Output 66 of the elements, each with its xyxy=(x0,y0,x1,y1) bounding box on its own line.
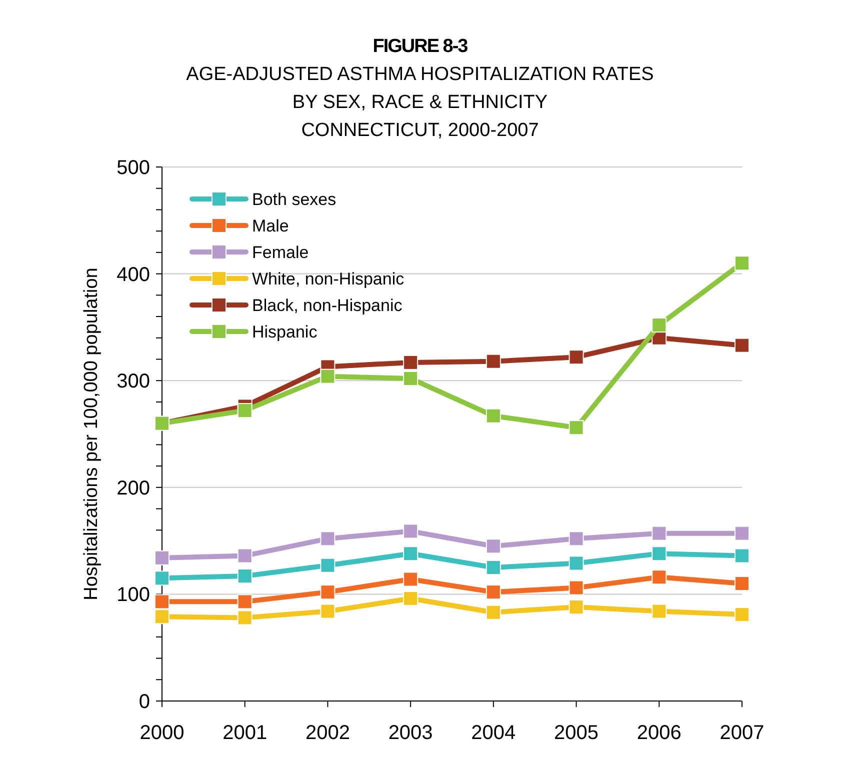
point xyxy=(320,368,336,384)
legend-label: Black, non-Hispanic xyxy=(252,296,403,315)
point xyxy=(403,572,418,587)
x-tick-label: 2006 xyxy=(636,722,682,744)
point xyxy=(237,594,252,610)
x-tick-label: 2007 xyxy=(720,722,764,744)
y-axis-title: Hospitalizations per 100,000 population xyxy=(81,268,102,600)
legend-label: Both sexes xyxy=(252,190,336,209)
point xyxy=(568,600,584,615)
x-tick-label: 2000 xyxy=(140,722,184,744)
point xyxy=(154,609,170,624)
point xyxy=(154,550,170,566)
point xyxy=(237,548,252,564)
x-tick-label: 2001 xyxy=(222,722,268,744)
legend-label: White, non-Hispanic xyxy=(252,269,405,288)
x-tick-label: 2002 xyxy=(305,722,350,744)
point xyxy=(734,548,750,564)
point xyxy=(486,584,501,600)
point xyxy=(486,560,501,575)
point xyxy=(486,408,501,424)
point xyxy=(237,403,252,418)
point xyxy=(486,354,501,369)
point xyxy=(568,580,584,596)
point xyxy=(403,590,418,606)
y-tick-label: 400 xyxy=(116,264,150,286)
point xyxy=(568,556,584,571)
point xyxy=(734,606,750,622)
y-tick-label: 300 xyxy=(116,370,150,393)
point xyxy=(403,524,418,539)
point xyxy=(486,604,501,620)
point xyxy=(320,604,336,619)
point xyxy=(237,610,252,626)
point xyxy=(652,546,667,562)
y-tick-label: 500 xyxy=(116,157,150,179)
legend-label: Female xyxy=(252,242,309,262)
point xyxy=(154,570,170,586)
point xyxy=(734,256,750,271)
x-tick-label: 2004 xyxy=(471,722,516,744)
point xyxy=(320,558,336,573)
point xyxy=(403,546,418,562)
point xyxy=(320,584,336,600)
point xyxy=(652,604,667,619)
point xyxy=(486,538,501,554)
chart-title: FIGURE 8-3 xyxy=(372,36,468,57)
x-tick-label: 2005 xyxy=(554,722,599,744)
point xyxy=(403,354,418,370)
y-tick-label: 200 xyxy=(116,477,150,500)
point xyxy=(734,576,750,592)
point xyxy=(403,370,418,386)
legend-label: Male xyxy=(252,216,289,236)
point xyxy=(652,570,667,585)
point xyxy=(652,318,667,333)
point xyxy=(652,526,667,541)
point xyxy=(568,350,584,365)
point xyxy=(568,531,584,546)
point xyxy=(237,568,252,584)
point xyxy=(734,338,750,353)
point xyxy=(568,420,584,436)
point xyxy=(154,594,170,610)
chart-subtitle: AGE-ADJUSTED ASTHMA HOSPITALIZATION RATES BY SEX, RACE & ETHNICITY CONNECTICUT, 2000-2007 xyxy=(186,64,654,141)
y-tick-label: 100 xyxy=(116,584,150,606)
x-tick-label: 2003 xyxy=(388,722,433,744)
point xyxy=(320,531,336,546)
point xyxy=(734,526,750,541)
legend-label: Hispanic xyxy=(252,322,318,342)
y-tick-label: 0 xyxy=(138,691,150,713)
